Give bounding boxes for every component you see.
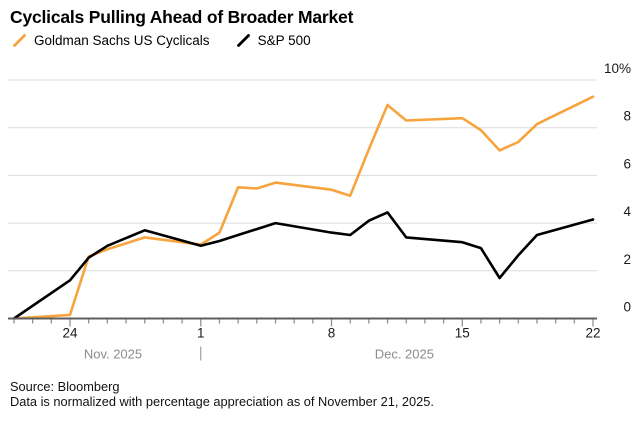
x-tick-label: 15 <box>455 326 470 341</box>
y-tick-label: 4 <box>623 204 631 219</box>
chart-title: Cyclicals Pulling Ahead of Broader Marke… <box>10 7 354 27</box>
series-line-sp500 <box>12 211 595 320</box>
legend-label-sp500: S&P 500 <box>257 33 311 48</box>
y-tick-label: 2 <box>623 252 631 267</box>
y-tick-label: 6 <box>623 156 631 171</box>
month-label: Nov. 2025 <box>84 347 142 362</box>
x-tick-label: 8 <box>328 326 336 341</box>
sp500-line-swatch-icon <box>236 34 250 47</box>
y-tick-label: 10% <box>604 61 631 76</box>
x-tick-label: 24 <box>63 326 79 341</box>
y-tick-label: 8 <box>623 109 631 124</box>
chart-legend: Goldman Sachs US Cyclicals S&P 500 <box>12 33 311 48</box>
chart-footer: Source: Bloomberg Data is normalized wit… <box>10 379 434 409</box>
legend-item-gs-cyclicals: Goldman Sachs US Cyclicals <box>12 33 210 48</box>
legend-item-sp500: S&P 500 <box>236 33 311 48</box>
legend-label-gs-cyclicals: Goldman Sachs US Cyclicals <box>34 33 210 48</box>
x-tick-label: 1 <box>197 326 205 341</box>
y-tick-label: 0 <box>623 300 631 315</box>
note-line: Data is normalized with percentage appre… <box>10 394 434 409</box>
source-line: Source: Bloomberg <box>10 379 120 394</box>
x-tick-label: 22 <box>585 326 600 341</box>
month-label: Dec. 2025 <box>375 347 434 362</box>
gs-cyclicals-line-swatch-icon <box>13 34 26 47</box>
series-line-gs-cyclicals <box>12 95 595 320</box>
